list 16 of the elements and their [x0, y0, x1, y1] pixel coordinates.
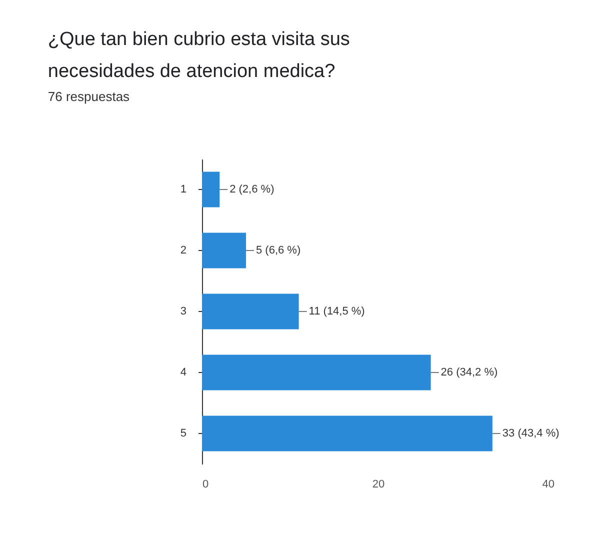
x-tick-label: 0 — [202, 478, 209, 490]
text: ¿Que tan bien cubrio esta visita sus — [48, 29, 350, 50]
data-label: 33 (43,4 %) — [502, 428, 560, 440]
y-tick-label: 1 — [180, 184, 186, 196]
y-tick-label: 4 — [180, 366, 186, 378]
text: necesidades de atencion medica? — [48, 61, 336, 82]
y-tick-label: 5 — [180, 428, 186, 440]
x-tick-label: 40 — [542, 478, 554, 490]
x-tick-label: 20 — [372, 478, 385, 490]
y-tick-label: 3 — [180, 306, 186, 318]
text: 76 respuestas — [48, 89, 130, 104]
data-label: 5 (6,6 %) — [256, 244, 301, 256]
data-label: 2 (2,6 %) — [230, 184, 274, 196]
y-tick-label: 2 — [180, 244, 186, 256]
data-label: 26 (34,2 %) — [440, 366, 498, 378]
data-label: 11 (14,5 %) — [308, 306, 365, 318]
